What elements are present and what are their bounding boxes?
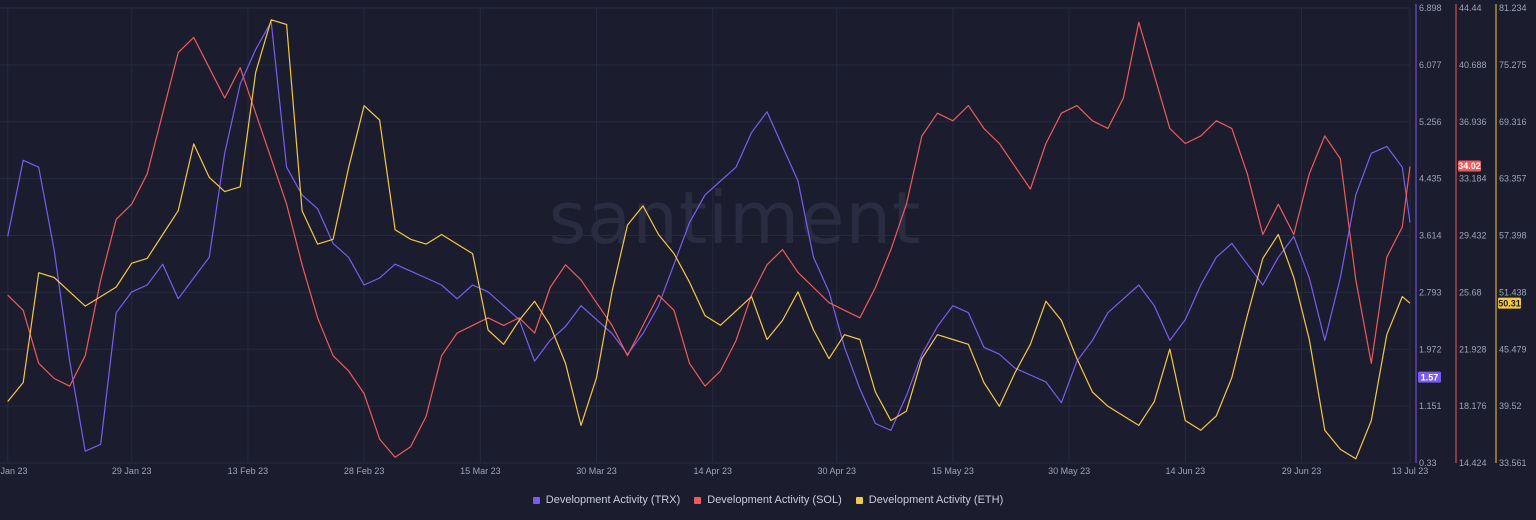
y-tick-label-trx: 5.256 <box>1419 117 1442 127</box>
legend-swatch-sol <box>694 496 702 504</box>
y-axes: 6.898 6.077 5.256 4.435 3.614 2.793 1.972 1.151… <box>1415 3 1527 468</box>
legend-item-trx[interactable]: Development Activity (TRX) <box>532 494 681 506</box>
legend-swatch-trx <box>532 496 540 504</box>
series-line-eth <box>7 19 1411 460</box>
y-tick-label-eth: 63.357 <box>1499 174 1527 184</box>
y-tick-label-sol: 18.176 <box>1459 401 1487 411</box>
last-value-badge-trx <box>1418 371 1441 383</box>
y-tick-label-eth: 45.479 <box>1499 344 1527 354</box>
legend-swatch-eth <box>855 496 863 504</box>
y-tick-label-sol: 40.688 <box>1459 60 1487 70</box>
y-tick-label-sol: 25.68 <box>1459 287 1482 297</box>
x-tick-label: 13 Feb 23 <box>228 466 269 476</box>
y-tick-label-sol: 14.424 <box>1459 458 1487 468</box>
y-tick-label-eth: 81.234 <box>1499 3 1527 13</box>
x-tick-label: 30 May 23 <box>1048 466 1090 476</box>
x-tick-label: 14 Jun 23 <box>1166 466 1206 476</box>
legend-item-eth[interactable]: Development Activity (ETH) <box>855 494 1004 506</box>
y-tick-label-eth: 69.316 <box>1499 117 1527 127</box>
grid-layer <box>0 7 1411 464</box>
last-value-badges: 1.57 34.02 50.31 <box>1418 160 1521 383</box>
x-tick-label: 15 May 23 <box>932 466 974 476</box>
last-value-label-trx: 1.57 <box>1421 372 1439 382</box>
x-tick-label: 13 Jan 23 <box>0 466 28 476</box>
series-line-trx <box>7 21 1411 452</box>
last-value-badge-eth <box>1498 297 1521 309</box>
x-tick-label: 29 Jun 23 <box>1282 466 1322 476</box>
legend-label-sol: Development Activity (SOL) <box>707 494 842 506</box>
y-tick-label-trx: 6.077 <box>1419 60 1442 70</box>
x-tick-label: 13 Jul 23 <box>1392 466 1429 476</box>
legend-label-eth: Development Activity (ETH) <box>868 494 1004 506</box>
y-tick-label-trx: 1.151 <box>1419 401 1442 411</box>
last-value-label-sol: 34.02 <box>1458 161 1481 171</box>
x-axis-ticks: 13 Jan 23 29 Jan 23 13 Feb 23 28 Feb 23 15 M… <box>0 466 1428 476</box>
y-tick-label-trx: 2.793 <box>1419 287 1442 297</box>
y-tick-label-trx: 3.614 <box>1419 231 1442 241</box>
y-tick-label-trx: 1.972 <box>1419 344 1442 354</box>
legend-item-sol[interactable]: Development Activity (SOL) <box>694 494 842 506</box>
x-tick-label: 28 Feb 23 <box>344 466 385 476</box>
y-tick-label-sol: 33.184 <box>1459 174 1487 184</box>
y-tick-label-eth: 39.52 <box>1499 401 1522 411</box>
last-value-badge-sol <box>1458 160 1481 172</box>
watermark: santiment <box>549 176 922 260</box>
y-tick-label-sol: 44.44 <box>1459 3 1482 13</box>
y-tick-label-sol: 21.928 <box>1459 344 1487 354</box>
x-tick-label: 30 Apr 23 <box>817 466 856 476</box>
y-tick-label-sol: 29.432 <box>1459 231 1487 241</box>
chart-svg: santiment 6.898 6.077 5.256 4.435 3.614 2.793… <box>0 3 1527 476</box>
legend-label-trx: Development Activity (TRX) <box>545 494 681 506</box>
y-tick-label-eth: 57.398 <box>1499 231 1527 241</box>
last-value-label-eth: 50.31 <box>1498 298 1521 308</box>
series-layer <box>7 19 1411 460</box>
x-tick-label: 30 Mar 23 <box>576 466 617 476</box>
x-tick-label: 14 Apr 23 <box>693 466 732 476</box>
y-tick-label-eth: 33.561 <box>1499 458 1527 468</box>
x-tick-label: 29 Jan 23 <box>112 466 152 476</box>
y-tick-label-trx: 4.435 <box>1419 174 1442 184</box>
y-tick-label-eth: 51.438 <box>1499 287 1527 297</box>
legend: Development Activity (TRX) Development A… <box>0 490 1536 510</box>
y-tick-label-eth: 75.275 <box>1499 60 1527 70</box>
y-tick-label-trx: 6.898 <box>1419 3 1442 13</box>
y-tick-label-sol: 36.936 <box>1459 117 1487 127</box>
y-tick-label-trx: 0.33 <box>1419 458 1437 468</box>
x-tick-label: 15 Mar 23 <box>460 466 501 476</box>
series-line-sol <box>7 21 1411 458</box>
